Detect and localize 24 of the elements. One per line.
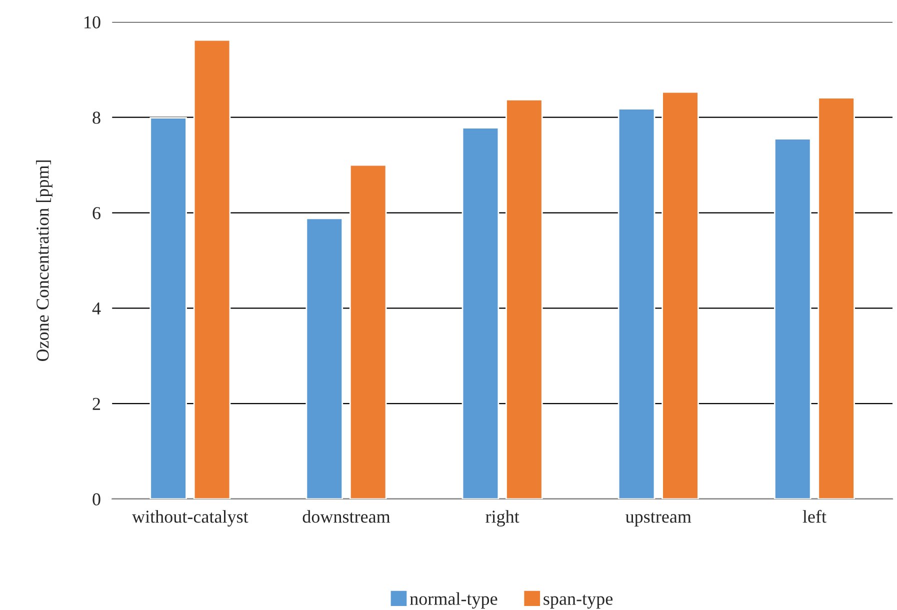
bar <box>306 218 344 499</box>
bar <box>818 97 855 499</box>
y-tick-label: 0 <box>92 493 100 506</box>
x-tick-label: upstream <box>626 512 692 526</box>
y-tick-label: 8 <box>92 112 100 124</box>
bar <box>774 138 812 499</box>
y-tick-label: 2 <box>92 398 100 410</box>
legend-label: normal-type <box>410 592 498 609</box>
bar <box>506 99 543 499</box>
x-tick-label: right <box>486 510 520 527</box>
x-tick-label: left <box>802 510 826 523</box>
x-tick-label: downstream <box>302 510 390 523</box>
y-tick-label: 10 <box>84 16 100 28</box>
x-tick-label: without-catalyst <box>132 510 248 527</box>
y-tick-label: 6 <box>92 207 100 220</box>
bar <box>150 117 187 499</box>
bar <box>462 127 500 499</box>
bar <box>193 39 231 499</box>
bar <box>662 91 699 499</box>
legend-label: span-type <box>544 594 613 609</box>
y-axis-title: Ozone Concentration [ppm] <box>36 160 52 362</box>
bar <box>349 164 387 499</box>
bar <box>618 108 656 499</box>
y-tick-label: 4 <box>92 302 101 314</box>
